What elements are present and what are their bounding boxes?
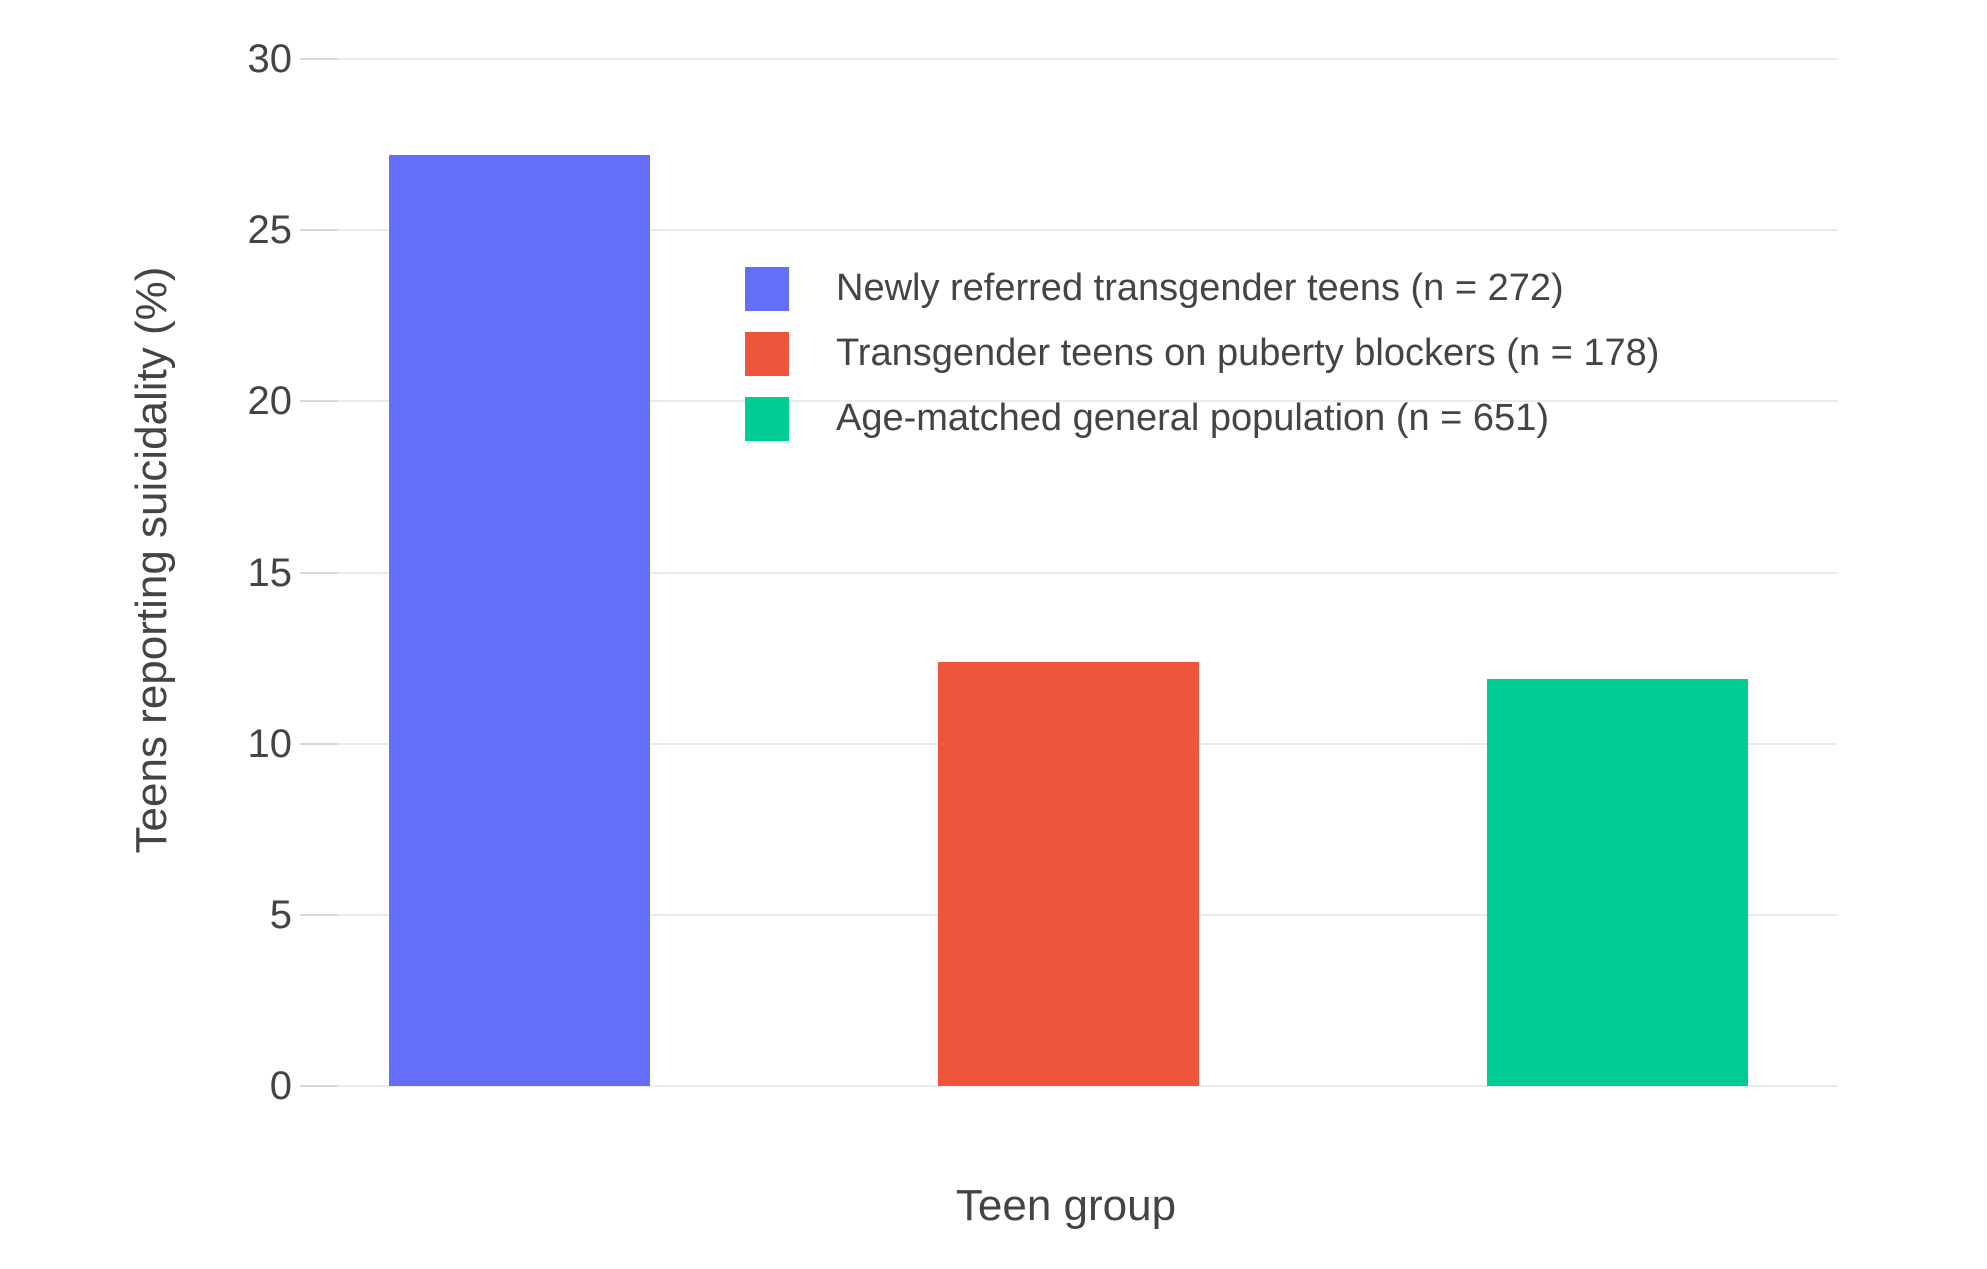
y-tick-label: 15 — [247, 550, 293, 595]
y-tick-label: 5 — [269, 892, 292, 937]
legend-color-swatch — [745, 266, 789, 311]
legend: Newly referred transgender teens (n = 27… — [745, 256, 1659, 451]
y-tick-label: 10 — [247, 721, 293, 766]
y-tick-mark — [300, 58, 338, 60]
gridline-y-25 — [338, 229, 1838, 232]
y-tick-mark — [300, 400, 338, 403]
gridline-y-0 — [338, 1085, 1838, 1087]
legend-item-1[interactable]: Newly referred transgender teens (n = 27… — [745, 256, 1659, 321]
x-axis-title: Teen group — [955, 1181, 1177, 1230]
y-tick-mark — [300, 229, 338, 232]
bar-2[interactable] — [938, 661, 1199, 1086]
y-tick-mark — [300, 913, 338, 916]
y-tick-mark — [300, 742, 338, 745]
y-tick-label: 25 — [247, 208, 293, 253]
legend-label: Newly referred transgender teens (n = 27… — [836, 267, 1564, 309]
y-tick-label: 0 — [269, 1064, 292, 1108]
gridline-y-15 — [338, 571, 1838, 574]
y-axis-title: Teens reporting suicidality (%) — [127, 266, 176, 854]
legend-label: Age-matched general population (n = 651) — [836, 397, 1549, 439]
y-tick-label: 30 — [247, 37, 293, 81]
gridline-y-20 — [338, 400, 1838, 403]
bar-1[interactable] — [389, 154, 650, 1086]
legend-item-2[interactable]: Transgender teens on puberty blockers (n… — [745, 321, 1659, 386]
legend-label: Transgender teens on puberty blockers (n… — [836, 332, 1660, 374]
y-tick-mark — [300, 1085, 338, 1087]
y-tick-mark — [300, 571, 338, 574]
bar-3[interactable] — [1487, 678, 1748, 1086]
legend-item-3[interactable]: Age-matched general population (n = 651) — [745, 386, 1659, 451]
legend-color-swatch — [745, 396, 789, 441]
gridline-y-30 — [338, 58, 1838, 60]
y-tick-label: 20 — [247, 379, 293, 424]
legend-color-swatch — [745, 331, 789, 376]
